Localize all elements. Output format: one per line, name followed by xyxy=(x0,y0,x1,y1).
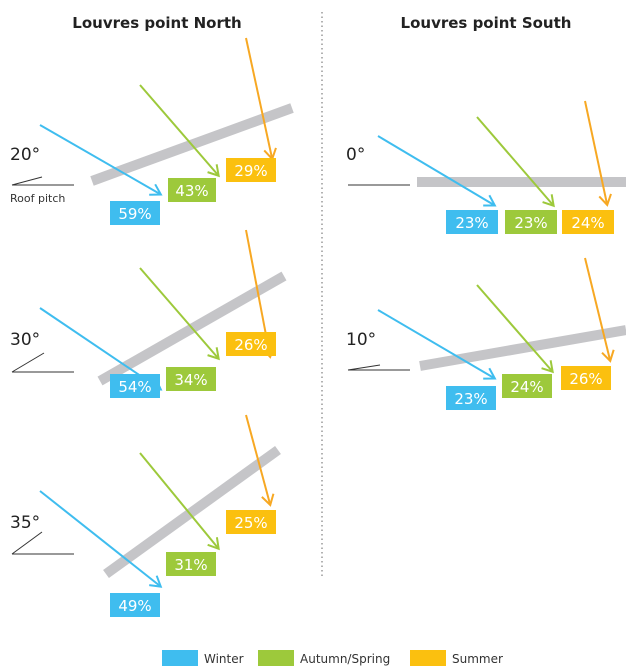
summer-value: 26% xyxy=(569,370,602,388)
north-panel-30: 30° 54% 34% 26% xyxy=(10,229,287,398)
autumn-spring-badge xyxy=(166,552,216,576)
summer-badge xyxy=(562,210,614,234)
angle-label: 20° xyxy=(10,145,40,165)
south-panel-0: 0° 23% 23% 24% xyxy=(346,100,626,234)
autumn-spring-sun-arrow xyxy=(139,267,220,361)
north-title: Louvres point North xyxy=(72,14,241,32)
pitch-symbol xyxy=(347,364,410,371)
angle-label: 35° xyxy=(10,513,40,533)
summer-value: 26% xyxy=(234,336,267,354)
legend-autumn-spring-swatch xyxy=(258,650,294,666)
pitch-symbol xyxy=(11,352,74,373)
legend-winter-label: Winter xyxy=(204,652,244,666)
autumn-spring-value: 34% xyxy=(174,371,207,389)
autumn-spring-badge xyxy=(168,178,216,202)
summer-badge xyxy=(561,366,611,390)
summer-badge xyxy=(226,332,276,356)
autumn-spring-sun-arrow xyxy=(476,116,555,208)
legend: Winter Autumn/Spring Summer xyxy=(162,650,503,666)
autumn-spring-sun-arrow xyxy=(476,284,554,374)
north-panel-20: 20° Roof pitch 59% 43% 29% xyxy=(10,37,294,225)
winter-badge xyxy=(446,210,498,234)
autumn-spring-badge xyxy=(505,210,557,234)
pitch-symbol xyxy=(11,176,74,186)
summer-badge xyxy=(226,510,276,534)
north-panel-35: 35° 49% 31% 25% xyxy=(10,414,281,617)
summer-sun-arrow xyxy=(584,100,612,207)
autumn-spring-value: 23% xyxy=(514,214,547,232)
summer-value: 29% xyxy=(234,162,267,180)
south-title: Louvres point South xyxy=(401,14,572,32)
autumn-spring-sun-arrow xyxy=(139,84,220,178)
autumn-spring-value: 24% xyxy=(510,378,543,396)
summer-value: 25% xyxy=(234,514,267,532)
south-panel-10: 10° 23% 24% 26% xyxy=(346,257,626,410)
louvre-blade xyxy=(103,445,281,579)
summer-value: 24% xyxy=(571,214,604,232)
autumn-spring-sun-arrow xyxy=(139,452,220,551)
winter-badge xyxy=(110,593,160,617)
autumn-spring-badge xyxy=(502,374,552,398)
winter-value: 59% xyxy=(118,205,151,223)
legend-winter-swatch xyxy=(162,650,198,666)
summer-sun-arrow xyxy=(584,257,615,363)
pitch-symbol xyxy=(11,531,74,555)
winter-sun-arrow xyxy=(39,124,163,196)
legend-summer-label: Summer xyxy=(452,652,503,666)
autumn-spring-value: 31% xyxy=(174,556,207,574)
winter-value: 49% xyxy=(118,597,151,615)
summer-sun-arrow xyxy=(245,37,277,161)
winter-badge xyxy=(446,386,496,410)
winter-value: 23% xyxy=(455,214,488,232)
winter-badge xyxy=(110,374,160,398)
winter-value: 23% xyxy=(454,390,487,408)
summer-sun-arrow xyxy=(245,414,275,507)
angle-label: 10° xyxy=(346,330,376,350)
winter-value: 54% xyxy=(118,378,151,396)
summer-badge xyxy=(226,158,276,182)
autumn-spring-badge xyxy=(166,367,216,391)
winter-badge xyxy=(110,201,160,225)
winter-sun-arrow xyxy=(377,309,497,380)
legend-summer-swatch xyxy=(410,650,446,666)
roof-pitch-label: Roof pitch xyxy=(10,192,65,205)
legend-autumn-spring-label: Autumn/Spring xyxy=(300,652,390,666)
louvre-blade xyxy=(419,325,626,371)
winter-sun-arrow xyxy=(39,490,163,588)
angle-label: 30° xyxy=(10,330,40,350)
winter-sun-arrow xyxy=(377,135,497,207)
autumn-spring-value: 43% xyxy=(175,182,208,200)
angle-label: 0° xyxy=(346,145,365,165)
